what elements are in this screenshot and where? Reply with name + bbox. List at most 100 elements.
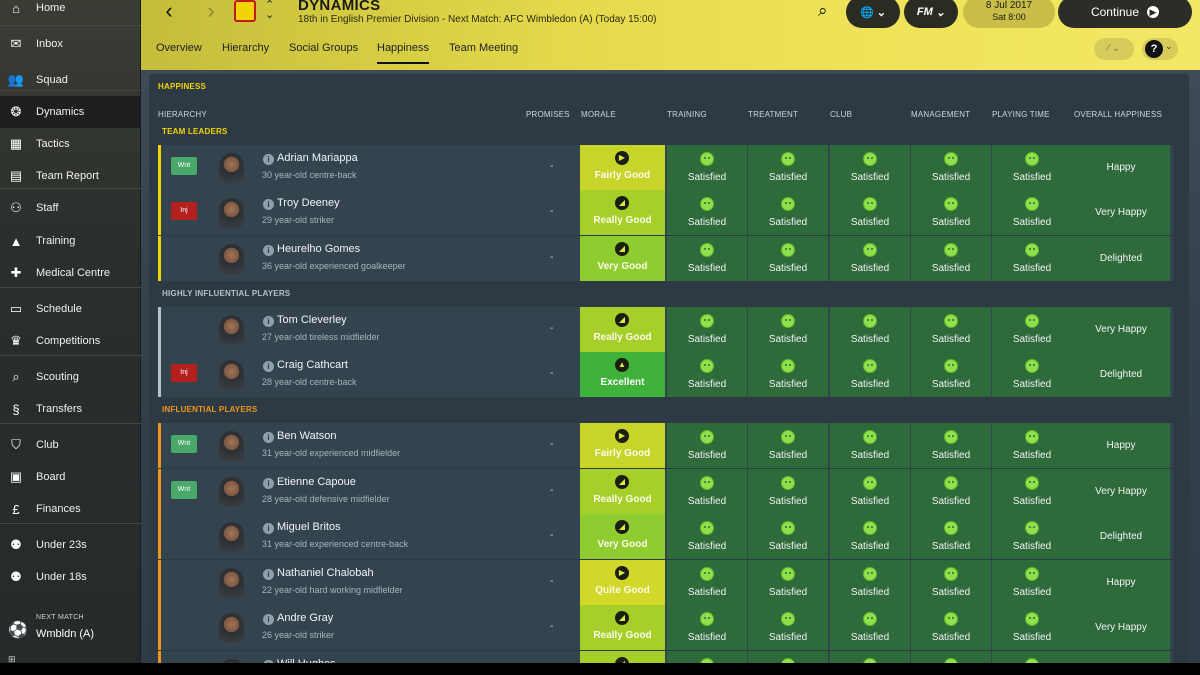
sidebar-item-board[interactable]: ▣ Board — [0, 461, 141, 493]
morale-cell[interactable]: ▲ Excellent — [580, 352, 665, 397]
club-cell[interactable]: Satisfied — [830, 605, 910, 650]
playing-time-cell[interactable]: Satisfied — [992, 469, 1072, 514]
management-cell[interactable]: Satisfied — [911, 190, 991, 235]
training-cell[interactable] — [667, 651, 747, 663]
club-cell[interactable]: Satisfied — [830, 514, 910, 559]
info-icon[interactable]: i — [263, 432, 274, 443]
club-cell[interactable] — [830, 651, 910, 663]
club-cell[interactable]: Satisfied — [830, 469, 910, 514]
morale-cell[interactable]: ◢ — [580, 651, 665, 663]
sidebar-item-tactics[interactable]: ▦ Tactics — [0, 128, 141, 160]
training-cell[interactable]: Satisfied — [667, 145, 747, 190]
training-cell[interactable]: Satisfied — [667, 190, 747, 235]
column-header-treatment[interactable]: TREATMENT — [748, 110, 799, 119]
treatment-cell[interactable]: Satisfied — [748, 514, 828, 559]
sidebar-item-home[interactable]: ⌂ Home — [0, 0, 141, 24]
treatment-cell[interactable]: Satisfied — [748, 190, 828, 235]
playing-time-cell[interactable]: Satisfied — [992, 190, 1072, 235]
column-header-training[interactable]: TRAINING — [667, 110, 707, 119]
status-badge[interactable]: Wnt — [171, 481, 197, 499]
column-header-hierarchy[interactable]: HIERARCHY — [158, 110, 207, 119]
sidebar-item-under-18s[interactable]: ⚉ Under 18s — [0, 561, 141, 593]
player-row[interactable]: Wnt i Etienne Capoue 28 year-old defensive … — [158, 469, 1173, 514]
column-header-management[interactable]: MANAGEMENT — [911, 110, 971, 119]
player-row[interactable]: i Tom Cleverley 27 year-old tireless midfi… — [158, 307, 1173, 352]
sidebar-item-inbox[interactable]: ✉ Inbox — [0, 28, 141, 60]
training-cell[interactable]: Satisfied — [667, 469, 747, 514]
morale-cell[interactable]: ◢ Really Good — [580, 307, 665, 352]
management-cell[interactable]: Satisfied — [911, 307, 991, 352]
club-cell[interactable]: Satisfied — [830, 352, 910, 397]
overall-happiness-cell[interactable]: Happy — [1072, 423, 1170, 468]
treatment-cell[interactable]: Satisfied — [748, 352, 828, 397]
training-cell[interactable]: Satisfied — [667, 605, 747, 650]
player-row[interactable]: i Miguel Britos 31 year-old experienced ce… — [158, 514, 1173, 559]
overall-happiness-cell[interactable]: Very Happy — [1072, 190, 1170, 235]
player-row[interactable]: Inj i Troy Deeney 29 year-old striker - ◢ Real… — [158, 190, 1173, 235]
treatment-cell[interactable]: Satisfied — [748, 145, 828, 190]
info-icon[interactable]: i — [263, 614, 274, 625]
morale-cell[interactable]: ◢ Very Good — [580, 236, 665, 281]
view-options-button[interactable]: ⁄ ⌄ — [1094, 38, 1134, 60]
treatment-cell[interactable]: Satisfied — [748, 307, 828, 352]
player-name[interactable]: Troy Deeney — [277, 197, 340, 209]
overall-happiness-cell[interactable]: Very Happy — [1072, 469, 1170, 514]
info-icon[interactable]: i — [263, 569, 274, 580]
info-icon[interactable]: i — [263, 245, 274, 256]
sidebar-item-scouting[interactable]: ⌕ Scouting — [0, 361, 141, 393]
overall-happiness-cell[interactable]: Very Happy — [1072, 307, 1170, 352]
column-header-morale[interactable]: MORALE — [581, 110, 616, 119]
info-icon[interactable]: i — [263, 316, 274, 327]
sidebar-item-club[interactable]: ⛉ Club — [0, 429, 141, 461]
club-cell[interactable]: Satisfied — [830, 236, 910, 281]
sidebar-item-dynamics[interactable]: ❂ Dynamics — [0, 96, 141, 128]
overall-happiness-cell[interactable]: Delighted — [1072, 514, 1170, 559]
player-name[interactable]: Etienne Capoue — [277, 476, 356, 488]
tab-social-groups[interactable]: Social Groups — [289, 42, 359, 54]
overall-happiness-cell[interactable]: Happy — [1072, 560, 1170, 605]
playing-time-cell[interactable]: Satisfied — [992, 605, 1072, 650]
treatment-cell[interactable]: Satisfied — [748, 469, 828, 514]
column-header-club[interactable]: CLUB — [830, 110, 853, 119]
player-name[interactable]: Will Hughes — [277, 658, 336, 663]
playing-time-cell[interactable]: Satisfied — [992, 236, 1072, 281]
playing-time-cell[interactable]: Satisfied — [992, 560, 1072, 605]
club-cell[interactable]: Satisfied — [830, 145, 910, 190]
column-header-promises[interactable]: PROMISES — [526, 110, 570, 119]
player-row[interactable]: Inj i Craig Cathcart 28 year-old centre-bac… — [158, 352, 1173, 397]
club-cell[interactable]: Satisfied — [830, 307, 910, 352]
playing-time-cell[interactable]: Satisfied — [992, 423, 1072, 468]
club-cell[interactable]: Satisfied — [830, 560, 910, 605]
sidebar-item-transfers[interactable]: § Transfers — [0, 393, 141, 425]
player-row[interactable]: i Nathaniel Chalobah 22 year-old hard work… — [158, 560, 1173, 605]
overall-happiness-cell[interactable]: Delighted — [1072, 352, 1170, 397]
management-cell[interactable]: Satisfied — [911, 236, 991, 281]
sidebar-item-training[interactable]: ▲ Training — [0, 225, 141, 257]
column-header-playing-time[interactable]: PLAYING TIME — [992, 110, 1050, 119]
forward-arrow-icon[interactable]: › — [207, 0, 215, 23]
status-badge[interactable]: Wnt — [171, 435, 197, 453]
globe-menu-button[interactable]: 🌐 ⌄ — [846, 0, 900, 28]
training-cell[interactable]: Satisfied — [667, 423, 747, 468]
info-icon[interactable]: i — [263, 660, 274, 663]
player-name[interactable]: Miguel Britos — [277, 521, 341, 533]
overall-happiness-cell[interactable]: Happy — [1072, 145, 1170, 190]
player-row[interactable]: i Heurelho Gomes 36 year-old experienced g… — [158, 236, 1173, 281]
column-header-overall-happiness[interactable]: OVERALL HAPPINESS — [1074, 110, 1163, 119]
treatment-cell[interactable]: Satisfied — [748, 605, 828, 650]
sidebar-item-finances[interactable]: £ Finances — [0, 493, 141, 525]
playing-time-cell[interactable]: Satisfied — [992, 307, 1072, 352]
player-row[interactable]: Wnt i Ben Watson 31 year-old experienced mi… — [158, 423, 1173, 468]
sidebar-item-team-report[interactable]: ▤ Team Report — [0, 160, 141, 192]
sidebar-collapse-icon[interactable]: ⊞ — [8, 654, 16, 663]
player-name[interactable]: Heurelho Gomes — [277, 243, 361, 255]
search-icon[interactable]: ⌕ — [818, 1, 828, 20]
tab-overview[interactable]: Overview — [156, 42, 202, 54]
overall-happiness-cell[interactable]: Very Happy — [1072, 605, 1170, 650]
status-badge[interactable]: Wnt — [171, 157, 197, 175]
training-cell[interactable]: Satisfied — [667, 514, 747, 559]
back-arrow-icon[interactable]: ‹ — [165, 0, 173, 23]
management-cell[interactable]: Satisfied — [911, 145, 991, 190]
overall-happiness-cell[interactable] — [1072, 651, 1170, 663]
club-cell[interactable]: Satisfied — [830, 190, 910, 235]
